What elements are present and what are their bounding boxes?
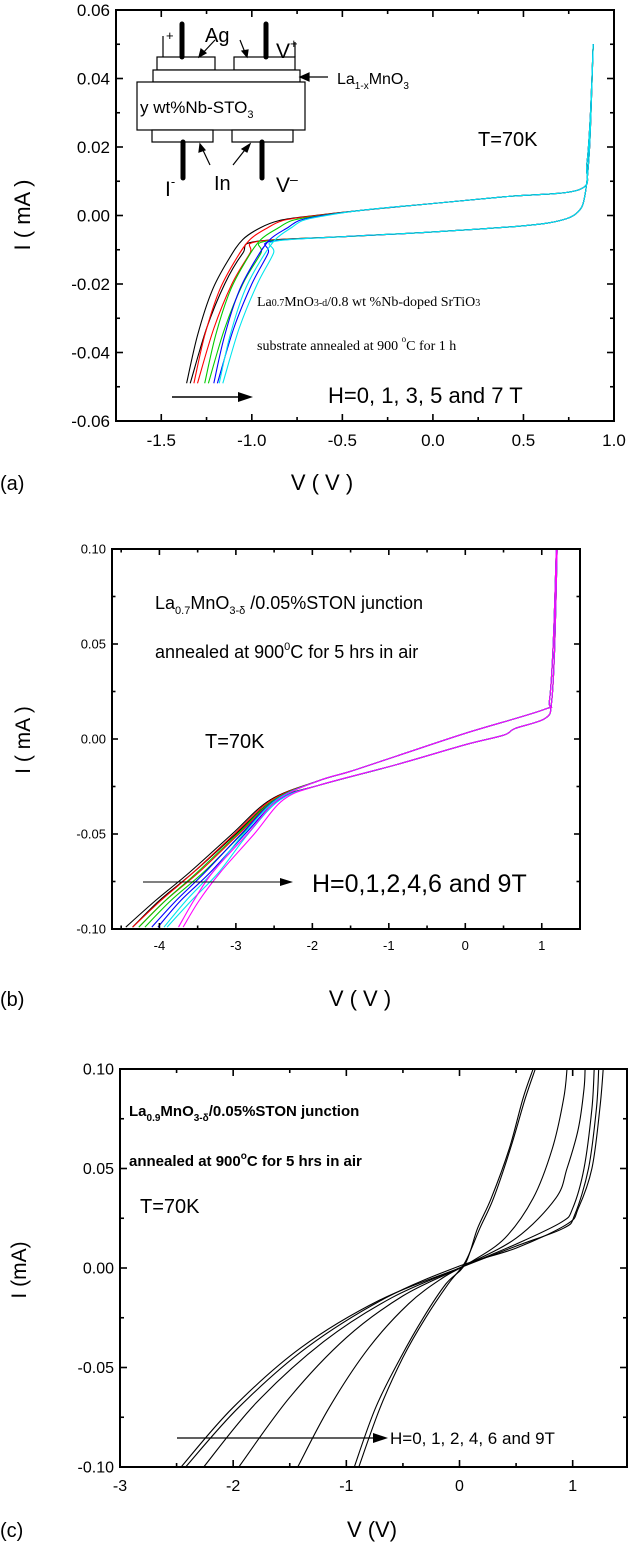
- series-0-branch-2: [297, 1068, 568, 1468]
- ag-label: Ag: [205, 25, 229, 47]
- x-tick-label: 1: [568, 1478, 577, 1495]
- panel-b: -4 -3 -2 -1 0 1 0.10 0.05 0.00 -0.05 -0.10 I ( mA …: [0, 542, 581, 1011]
- temperature-annotation-c: T=70K: [140, 1196, 200, 1218]
- x-tick-label: 0.0: [421, 431, 445, 450]
- x-tick-label: -3: [113, 1478, 127, 1495]
- x-tick-label: -2: [307, 938, 319, 953]
- x-tick-label: 1: [538, 938, 545, 953]
- ticks-a: -1.5 -1.0 -0.5 0.0 0.5 1.0 0.06 0.04 0.02 0.00 -0.…: [71, 1, 626, 450]
- series-4-branch-1: [222, 44, 594, 384]
- plot-frame-c: [119, 1068, 628, 1468]
- film-layer: [152, 69, 301, 83]
- sample-annotation-b-line2: annealed at 9000C for 5 hrs in air: [155, 641, 418, 662]
- series-0-branch-0: [358, 1068, 536, 1468]
- y-axis-title-c: I (mA): [8, 1241, 31, 1298]
- series-0-branch-6: [185, 1068, 604, 1468]
- substrate-block: [136, 81, 306, 131]
- y-tick-label: 0.10: [81, 542, 106, 557]
- sample-annotation-a-line2: substrate annealed at 900 oC for 1 h: [257, 334, 456, 354]
- x-tick-label: -0.5: [328, 431, 357, 450]
- x-tick-label: 0: [455, 1478, 464, 1495]
- panel-label-a: (a): [0, 473, 24, 495]
- y-tick-label: -0.05: [76, 827, 106, 842]
- x-tick-label: 1.0: [602, 431, 626, 450]
- y-axis-title-a: I ( mA ): [10, 180, 35, 251]
- x-tick-label: 0.5: [512, 431, 536, 450]
- y-tick-label: 0.06: [77, 1, 110, 20]
- v-minus-label: V–: [276, 171, 298, 197]
- substrate-label: y wt%Nb-STO3: [140, 98, 254, 121]
- series-5-branch-0: [178, 548, 557, 928]
- y-tick-label: 0.10: [83, 1062, 114, 1079]
- sample-annotation-c-line2: annealed at 900oC for 5 hrs in air: [129, 1151, 362, 1170]
- temperature-annotation-b: T=70K: [205, 731, 265, 753]
- curves-c: [180, 1068, 604, 1468]
- x-tick-label: -2: [226, 1478, 240, 1495]
- field-arrow-a: [172, 392, 253, 402]
- panel-c: -3 -2 -1 0 1 0.10 0.05 0.00 -0.05 -0.10 I (mA) V …: [0, 1062, 628, 1542]
- x-axis-title-c: V (V): [347, 1517, 397, 1542]
- y-axis-title-b: I ( mA ): [12, 706, 35, 774]
- sample-annotation-c-line1: La0.9MnO3-δ/0.05%STON junction: [129, 1103, 359, 1124]
- panel-label-c: (c): [0, 1520, 23, 1542]
- field-annotation-a: H=0, 1, 3, 5 and 7 T: [328, 383, 523, 408]
- x-tick-label: -1.0: [237, 431, 266, 450]
- field-arrow-b: [143, 878, 293, 886]
- plot-frame-a: [115, 9, 615, 422]
- y-tick-label: -0.10: [78, 1460, 115, 1477]
- field-annotation-c: H=0, 1, 2, 4, 6 and 9T: [390, 1429, 555, 1448]
- panel-label-b: (b): [0, 989, 24, 1011]
- series-5-branch-1: [182, 548, 558, 928]
- field-annotation-b: H=0,1,2,4,6 and 9T: [312, 870, 527, 898]
- panel-a: -1.5 -1.0 -0.5 0.0 0.5 1.0 0.06 0.04 0.02 0.00 -0.…: [0, 1, 626, 495]
- x-tick-label: 0: [462, 938, 469, 953]
- y-tick-label: 0.00: [83, 1261, 114, 1278]
- plot-frame-b: [111, 548, 581, 930]
- series-4-branch-0: [218, 44, 594, 384]
- field-arrow-c: [177, 1433, 388, 1443]
- y-tick-label: 0.05: [83, 1161, 114, 1178]
- arrow-icon: [198, 39, 328, 166]
- series-0-branch-5: [180, 1068, 600, 1468]
- y-tick-label: 0.00: [81, 732, 106, 747]
- x-tick-label: -4: [154, 938, 166, 953]
- y-tick-label: 0.05: [81, 637, 106, 652]
- curves-a: [186, 44, 594, 384]
- i-plus-sign: +: [166, 28, 174, 43]
- y-tick-label: 0.04: [77, 69, 110, 88]
- x-tick-label: -3: [230, 938, 242, 953]
- v-plus-label: V+: [276, 36, 298, 63]
- x-axis-title-b: V ( V ): [329, 986, 391, 1011]
- temperature-annotation-a: T=70K: [478, 129, 538, 151]
- x-tick-label: -1: [383, 938, 395, 953]
- ticks-c: -3 -2 -1 0 1 0.10 0.05 0.00 -0.05 -0.10: [78, 1062, 627, 1495]
- sample-annotation-a-line1: La0.7MnO3-d/0.8 wt %Nb-doped SrTiO3: [257, 295, 480, 310]
- y-tick-label: -0.04: [71, 343, 110, 362]
- series-0-branch-3: [238, 1068, 586, 1468]
- curves-b: [125, 548, 558, 928]
- film-label: La1-xMnO3: [337, 71, 409, 92]
- y-tick-label: 0.00: [77, 206, 110, 225]
- y-tick-label: -0.06: [71, 412, 110, 431]
- device-schematic-inset: [136, 21, 328, 181]
- y-tick-label: -0.05: [78, 1360, 115, 1377]
- sample-annotation-b-line1: La0.7MnO3-δ /0.05%STON junction: [155, 593, 423, 617]
- series-0-branch-4: [203, 1068, 595, 1468]
- ag-pad-left: [156, 56, 216, 71]
- y-tick-label: 0.02: [77, 138, 110, 157]
- i-minus-label: I-: [165, 174, 175, 201]
- x-tick-label: -1: [339, 1478, 353, 1495]
- x-tick-label: -1.5: [147, 431, 176, 450]
- x-axis-title-a: V ( V ): [291, 470, 353, 495]
- y-tick-label: -0.10: [76, 922, 106, 937]
- y-tick-label: -0.02: [71, 275, 110, 294]
- series-0-branch-1: [353, 1068, 534, 1468]
- in-label: In: [214, 173, 231, 195]
